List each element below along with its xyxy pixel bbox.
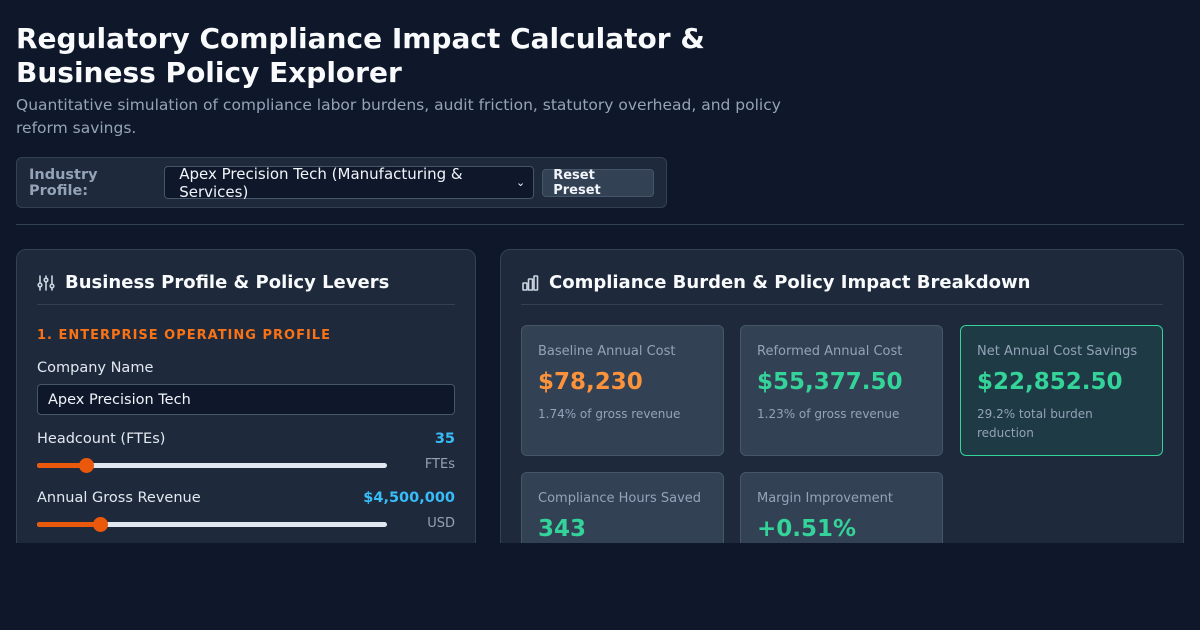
section-label: 1. ENTERPRISE OPERATING PROFILE bbox=[37, 328, 331, 343]
card-label: Net Annual Cost Savings bbox=[977, 344, 1138, 359]
headcount-slider-thumb[interactable] bbox=[79, 458, 94, 473]
revenue-slider-thumb[interactable] bbox=[93, 517, 108, 532]
headcount-value: 35 bbox=[434, 431, 455, 447]
card-label: Compliance Hours Saved bbox=[538, 491, 702, 506]
panel-title: Business Profile & Policy Levers bbox=[65, 272, 390, 293]
revenue-slider[interactable] bbox=[37, 517, 387, 532]
headcount-label: Headcount (FTEs) bbox=[37, 431, 166, 447]
card-note: 29.2% total burden reduction bbox=[977, 407, 1093, 440]
revenue-unit: USD bbox=[427, 516, 455, 531]
panel-header: Business Profile & Policy Levers bbox=[37, 270, 455, 305]
page-subtitle: Quantitative simulation of compliance la… bbox=[16, 96, 781, 137]
card-label: Baseline Annual Cost bbox=[538, 344, 676, 359]
card-value: +0.51% bbox=[757, 516, 857, 542]
viewport-cutoff bbox=[0, 543, 1200, 630]
chevron-down-icon: ⌄ bbox=[516, 176, 526, 189]
card-value: $55,377.50 bbox=[757, 369, 903, 395]
sliders-icon bbox=[37, 275, 55, 291]
net-savings-card: Net Annual Cost Savings $22,852.50 29.2%… bbox=[960, 325, 1163, 456]
bar-chart-icon bbox=[522, 275, 539, 291]
industry-profile-selected: Apex Precision Tech (Manufacturing & Ser… bbox=[179, 164, 463, 201]
card-value: $78,230 bbox=[538, 369, 643, 395]
card-value: 343 bbox=[538, 516, 587, 542]
card-note: 1.74% of gross revenue bbox=[538, 407, 681, 421]
panel-title: Compliance Burden & Policy Impact Breakd… bbox=[549, 272, 1031, 293]
company-name-label: Company Name bbox=[37, 360, 154, 376]
reset-preset-button[interactable]: Reset Preset bbox=[542, 168, 654, 198]
baseline-cost-card: Baseline Annual Cost $78,230 1.74% of gr… bbox=[521, 325, 724, 456]
card-note: 1.23% of gross revenue bbox=[757, 407, 900, 421]
card-label: Reformed Annual Cost bbox=[757, 344, 903, 359]
revenue-slider-fill bbox=[37, 522, 100, 527]
headcount-slider[interactable] bbox=[37, 458, 387, 473]
headcount-unit: FTEs bbox=[424, 457, 455, 472]
industry-profile-label: Industry Profile: bbox=[29, 166, 98, 199]
panel-header: Compliance Burden & Policy Impact Breakd… bbox=[521, 270, 1163, 305]
industry-toolbar: Industry Profile: Apex Precision Tech (M… bbox=[16, 157, 667, 208]
reformed-cost-card: Reformed Annual Cost $55,377.50 1.23% of… bbox=[740, 325, 943, 456]
page-title: Regulatory Compliance Impact Calculator … bbox=[16, 22, 705, 89]
header-divider bbox=[16, 224, 1184, 225]
industry-profile-select[interactable]: Apex Precision Tech (Manufacturing & Ser… bbox=[164, 164, 535, 201]
company-name-input[interactable]: Apex Precision Tech bbox=[37, 384, 455, 415]
card-label: Margin Improvement bbox=[757, 491, 893, 506]
headcount-slider-fill bbox=[37, 463, 86, 468]
revenue-label: Annual Gross Revenue bbox=[37, 490, 201, 506]
revenue-value: $4,500,000 bbox=[363, 490, 455, 506]
card-value: $22,852.50 bbox=[977, 369, 1123, 395]
